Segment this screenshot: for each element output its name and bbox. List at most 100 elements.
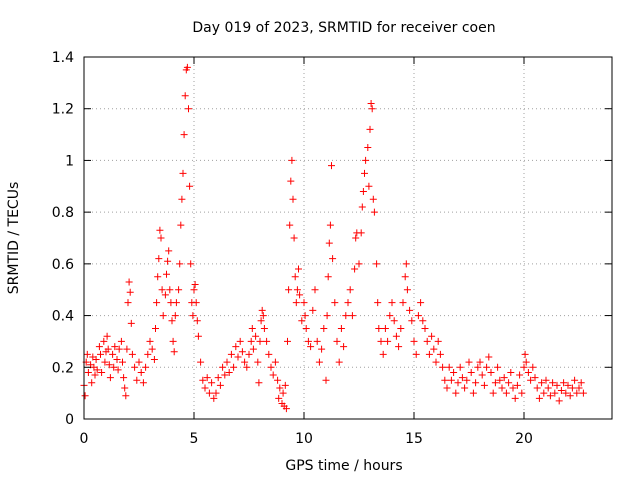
data-point xyxy=(571,376,579,384)
chart-title: Day 019 of 2023, SRMTID for receiver coe… xyxy=(192,20,495,36)
data-point xyxy=(187,260,195,268)
data-point xyxy=(463,376,471,384)
data-point xyxy=(263,337,271,345)
data-point xyxy=(500,374,508,382)
data-point xyxy=(480,381,488,389)
data-point xyxy=(434,337,442,345)
data-point xyxy=(342,312,350,320)
data-point xyxy=(401,273,409,281)
data-point xyxy=(258,306,266,314)
data-point xyxy=(302,325,310,332)
data-point xyxy=(183,63,191,71)
data-point xyxy=(175,286,183,294)
data-point xyxy=(159,312,167,320)
data-point xyxy=(293,286,301,294)
data-point xyxy=(185,105,192,113)
data-point xyxy=(154,273,162,281)
data-point xyxy=(216,381,224,389)
data-point xyxy=(178,195,186,203)
data-point xyxy=(122,392,130,400)
data-point xyxy=(352,234,360,242)
data-point xyxy=(252,332,260,340)
data-point xyxy=(351,265,359,273)
data-point xyxy=(83,350,91,358)
data-point xyxy=(169,337,177,345)
data-point xyxy=(450,368,458,376)
data-point xyxy=(113,356,121,364)
data-point xyxy=(165,247,173,255)
data-point xyxy=(282,405,290,413)
data-point xyxy=(276,384,284,392)
data-point xyxy=(544,384,552,392)
y-tick-label: 0.6 xyxy=(52,257,74,273)
data-point xyxy=(158,286,166,294)
data-point xyxy=(254,358,262,366)
data-point xyxy=(225,368,233,376)
data-point xyxy=(157,234,165,242)
data-point xyxy=(377,337,385,345)
data-point xyxy=(236,337,244,345)
data-point xyxy=(265,350,273,358)
y-tick-label: 0.4 xyxy=(52,309,74,325)
data-point xyxy=(255,379,263,387)
data-point xyxy=(366,125,374,133)
data-point xyxy=(93,366,101,374)
data-point xyxy=(509,384,517,392)
data-point xyxy=(518,389,526,397)
data-points xyxy=(80,63,587,413)
data-point xyxy=(328,162,335,170)
data-point xyxy=(247,337,255,345)
data-point xyxy=(142,363,150,371)
data-point xyxy=(441,376,449,384)
data-point xyxy=(212,389,220,397)
data-point xyxy=(458,374,466,382)
data-point xyxy=(120,374,128,382)
data-point xyxy=(199,376,207,384)
data-point xyxy=(524,368,532,376)
x-tick-label: 10 xyxy=(295,431,313,447)
data-point xyxy=(260,325,268,332)
data-point xyxy=(84,368,92,376)
data-point xyxy=(163,270,170,278)
data-point xyxy=(560,379,568,387)
data-point xyxy=(289,195,297,203)
data-point xyxy=(579,389,587,397)
data-point xyxy=(137,368,145,376)
data-point xyxy=(531,374,539,382)
data-point xyxy=(344,299,352,307)
data-point xyxy=(478,371,486,379)
data-point xyxy=(410,337,418,345)
data-point xyxy=(487,368,495,376)
data-point xyxy=(161,291,169,299)
data-point xyxy=(461,384,469,392)
data-point xyxy=(408,317,416,325)
data-point xyxy=(485,353,493,361)
data-point xyxy=(257,317,265,325)
data-point xyxy=(300,299,308,307)
data-point xyxy=(296,291,304,299)
data-point xyxy=(346,286,354,294)
data-point xyxy=(320,325,328,332)
data-point xyxy=(292,299,300,307)
data-point xyxy=(369,195,377,203)
data-point xyxy=(133,376,141,384)
data-point xyxy=(573,389,581,397)
data-point xyxy=(324,273,332,281)
data-point xyxy=(189,312,197,320)
data-point xyxy=(146,337,154,345)
data-point xyxy=(521,350,529,358)
data-point xyxy=(359,187,367,195)
data-point xyxy=(445,363,453,371)
data-point xyxy=(177,221,185,229)
data-point xyxy=(298,317,306,325)
data-point xyxy=(538,379,546,387)
data-point xyxy=(333,337,341,345)
data-point xyxy=(348,312,356,320)
data-point xyxy=(288,156,296,164)
data-point xyxy=(368,105,376,113)
data-point xyxy=(551,389,559,397)
data-point xyxy=(203,374,211,382)
x-tick-label: 0 xyxy=(80,431,89,447)
data-point xyxy=(315,358,323,366)
data-point xyxy=(144,350,152,358)
